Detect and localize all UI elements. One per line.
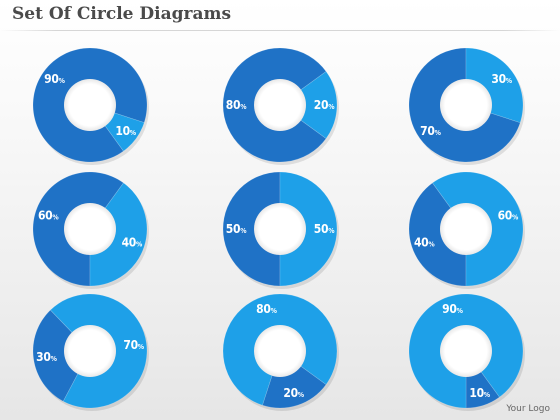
donut-hole <box>440 79 492 131</box>
slice-label: 20% <box>283 386 304 400</box>
ring-50-50: 50% 50% <box>222 171 339 289</box>
ring-60-40: 60% 40% <box>32 171 149 289</box>
slice-light-40 <box>89 182 148 287</box>
slice-label: 90% <box>442 302 463 316</box>
logo-text: Your Logo <box>506 404 550 414</box>
slice-label: 80% <box>226 98 247 112</box>
slice-label: 50% <box>314 222 335 236</box>
title-divider <box>0 30 560 31</box>
slice-label: 30% <box>491 72 512 86</box>
ring-10-90: 10% 90% <box>408 293 525 411</box>
donut-hole <box>64 325 116 377</box>
ring-90-10: 90% 10% <box>32 47 149 165</box>
slice-label: 40% <box>122 236 143 250</box>
ring-70-30: 70% 30% <box>408 47 525 165</box>
slice-dark-90 <box>32 47 148 163</box>
donut-hole <box>254 203 306 255</box>
donut-hole <box>64 203 116 255</box>
slice-dark-40 <box>408 182 467 287</box>
donut-hole <box>440 203 492 255</box>
slice-light-20 <box>279 71 338 139</box>
ring-40-60: 40% 60% <box>408 171 525 289</box>
slice-label: 50% <box>226 222 247 236</box>
slice-label: 70% <box>123 338 144 352</box>
slice-label: 90% <box>44 72 65 86</box>
donut-hole <box>254 325 306 377</box>
slice-label: 70% <box>420 124 441 138</box>
slice-label: 60% <box>498 208 519 222</box>
slice-label: 40% <box>414 236 435 250</box>
slide-title: Set Of Circle Diagrams <box>12 4 232 24</box>
donut-hole <box>64 79 116 131</box>
slice-label: 10% <box>469 386 490 400</box>
slice-dark-50 <box>222 171 281 287</box>
donut-hole <box>254 79 306 131</box>
donut-hole <box>440 325 492 377</box>
slice-label: 10% <box>115 124 136 138</box>
ring-20-80: 20% 80% <box>222 293 339 411</box>
ring-80-20: 80% 20% <box>222 47 339 165</box>
slice-label: 30% <box>36 350 57 364</box>
slice-dark-30 <box>32 309 91 402</box>
ring-30-70: 30% 70% <box>32 293 149 411</box>
slice-label: 80% <box>256 302 277 316</box>
slice-label: 60% <box>38 208 59 222</box>
slice-label: 20% <box>314 98 335 112</box>
slice-light-50 <box>279 171 338 287</box>
